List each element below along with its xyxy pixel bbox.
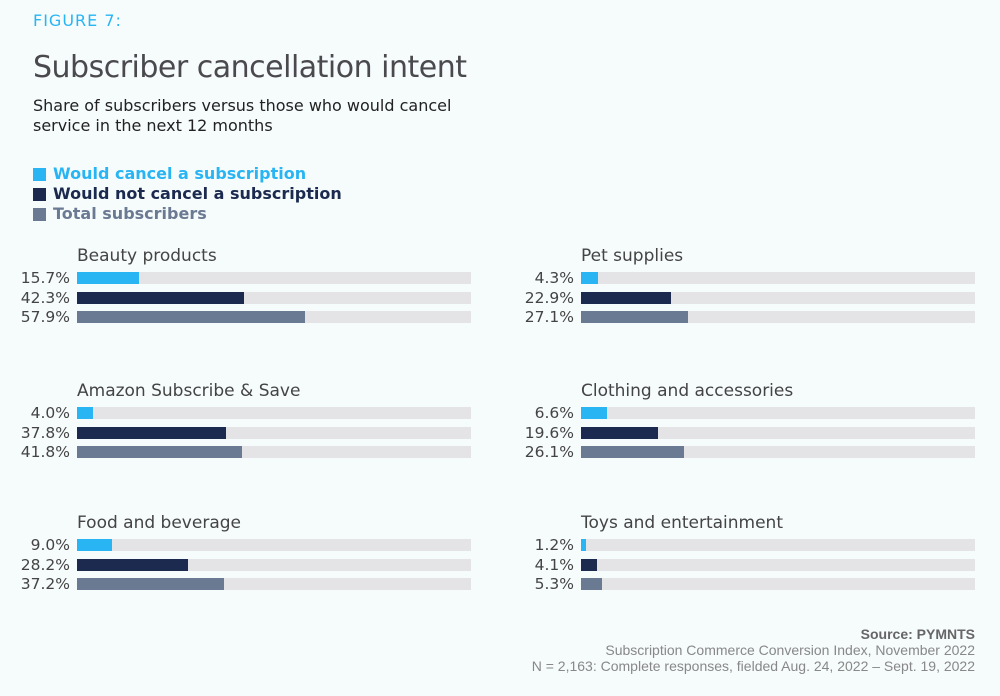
bar-track — [77, 407, 471, 419]
bar-track — [77, 558, 471, 571]
data-label: 37.8% — [20, 423, 70, 442]
data-label: 9.0% — [30, 536, 70, 554]
bar — [581, 272, 598, 284]
bar-track — [581, 426, 975, 439]
data-label: 22.9% — [524, 288, 574, 307]
bar — [77, 558, 189, 571]
figure-label: FIGURE 7: — [33, 11, 122, 30]
bar-track — [581, 311, 975, 323]
data-label: 27.1% — [524, 308, 574, 326]
bar-track — [77, 291, 471, 304]
group-title: Food and beverage — [77, 513, 241, 533]
data-label: 15.7% — [20, 269, 70, 287]
data-label: 42.3% — [20, 288, 70, 307]
data-label: 6.6% — [534, 404, 574, 422]
data-label: 19.6% — [524, 423, 574, 442]
legend-swatch — [33, 187, 46, 201]
group-title: Beauty products — [77, 246, 217, 266]
group-title: Clothing and accessories — [581, 381, 794, 401]
data-label: 26.1% — [524, 443, 574, 461]
bar — [581, 446, 684, 458]
source-line-1: Subscription Commerce Conversion Index, … — [605, 642, 975, 658]
data-label: 5.3% — [534, 575, 574, 593]
bar-track — [77, 446, 471, 458]
bar-track — [77, 539, 471, 551]
bar — [581, 578, 602, 590]
bar — [77, 407, 93, 419]
source: Source: PYMNTS — [860, 626, 975, 642]
bar-track — [581, 578, 975, 590]
chart-subtitle: Share of subscribers versus those who wo… — [33, 96, 452, 135]
bar — [77, 578, 224, 590]
chart-title: Subscriber cancellation intent — [33, 50, 467, 85]
bar — [77, 272, 139, 284]
legend-item-total: Total subscribers — [33, 204, 342, 224]
data-label: 4.0% — [30, 404, 70, 422]
bar-track — [581, 446, 975, 458]
bar — [581, 407, 607, 419]
group-title: Toys and entertainment — [581, 513, 783, 533]
data-label: 4.3% — [534, 269, 574, 287]
legend-item-would-not-cancel: Would not cancel a subscription — [33, 184, 342, 204]
legend-item-would-cancel: Would cancel a subscription — [33, 164, 342, 184]
bar — [77, 446, 242, 458]
bar-track — [581, 558, 975, 571]
bar-track — [77, 272, 471, 284]
data-label: 28.2% — [20, 555, 70, 574]
bar — [77, 291, 244, 304]
legend: Would cancel a subscription Would not ca… — [33, 164, 342, 224]
legend-swatch — [33, 207, 46, 221]
bar-track — [77, 426, 471, 439]
bar — [77, 311, 306, 323]
bar — [77, 426, 226, 439]
bar-track — [581, 272, 975, 284]
data-label: 57.9% — [20, 308, 70, 326]
source-line-2: N = 2,163: Complete responses, fielded A… — [531, 658, 975, 674]
data-label: 41.8% — [20, 443, 70, 461]
bar — [581, 539, 586, 551]
bar — [581, 311, 688, 323]
bar-track — [581, 407, 975, 419]
bar-track — [77, 311, 471, 323]
legend-swatch — [33, 167, 46, 181]
legend-label: Total subscribers — [53, 204, 207, 223]
bar — [581, 291, 672, 304]
bar — [581, 558, 598, 571]
bar — [581, 426, 659, 439]
legend-label: Would cancel a subscription — [53, 164, 307, 183]
bar-track — [77, 578, 471, 590]
bar-track — [581, 291, 975, 304]
legend-label: Would not cancel a subscription — [53, 184, 342, 203]
bar-track — [581, 539, 975, 551]
data-label: 1.2% — [534, 536, 574, 554]
data-label: 37.2% — [20, 575, 70, 593]
group-title: Amazon Subscribe & Save — [77, 381, 301, 401]
group-title: Pet supplies — [581, 246, 684, 266]
source-note: Source: PYMNTS Subscription Commerce Con… — [532, 626, 975, 674]
bar — [77, 539, 113, 551]
data-label: 4.1% — [534, 555, 574, 574]
